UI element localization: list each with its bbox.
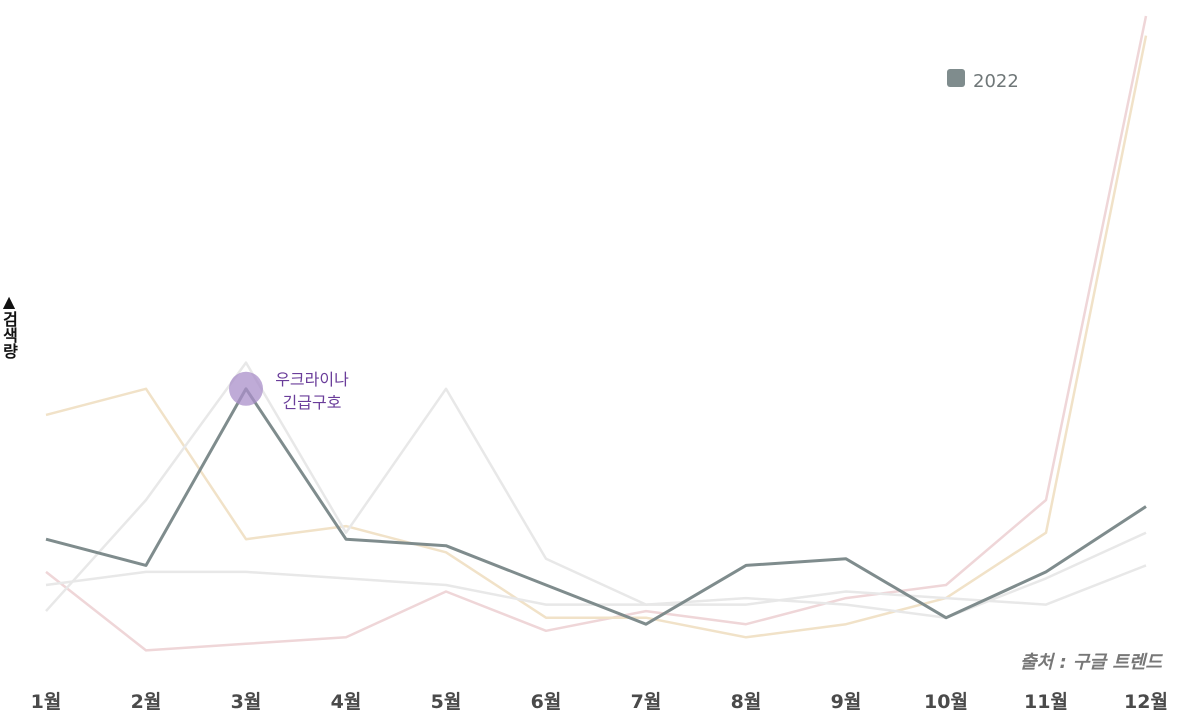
x-tick-label: 9월 [831,691,862,713]
legend: 2022 [947,69,1019,92]
x-tick-label: 12월 [1124,691,1168,713]
x-tick-label: 4월 [331,691,362,713]
series-line-s-gray-peak [45,361,1147,619]
series-line-s-beige [45,35,1148,639]
annotation-marker [229,371,263,406]
x-tick-label: 11월 [1024,691,1068,713]
annotation-label-line2: 긴급구호 [283,393,342,412]
x-tick-label: 2월 [131,691,162,713]
x-tick-label: 7월 [631,691,662,713]
x-axis: 1월 2월 3월 4월 5월 6월 7월 8월 9월 10월 11월 12월 [31,691,1168,713]
x-tick-label: 10월 [924,691,968,713]
x-tick-label: 3월 [231,691,262,713]
series-layer [45,15,1148,652]
annotation-label-line1: 우크라이나 [275,370,349,389]
y-axis-label: ▲검색량 [0,292,19,360]
annotation-layer: 우크라이나 긴급구호 [229,370,349,412]
y-axis-label-text: ▲검색량 [0,292,19,360]
series-line-s-gray-flat [45,564,1147,606]
series-line-s-pink [45,15,1148,652]
x-tick-label: 1월 [31,691,62,713]
x-tick-label: 6월 [531,691,562,713]
series-line-2022 [45,387,1147,626]
x-tick-label: 8월 [731,691,762,713]
legend-swatch-2022 [947,69,965,87]
x-tick-label: 5월 [431,691,462,713]
legend-label-2022: 2022 [973,71,1019,92]
source-credit: 출처 : 구글 트렌드 [1020,652,1163,673]
